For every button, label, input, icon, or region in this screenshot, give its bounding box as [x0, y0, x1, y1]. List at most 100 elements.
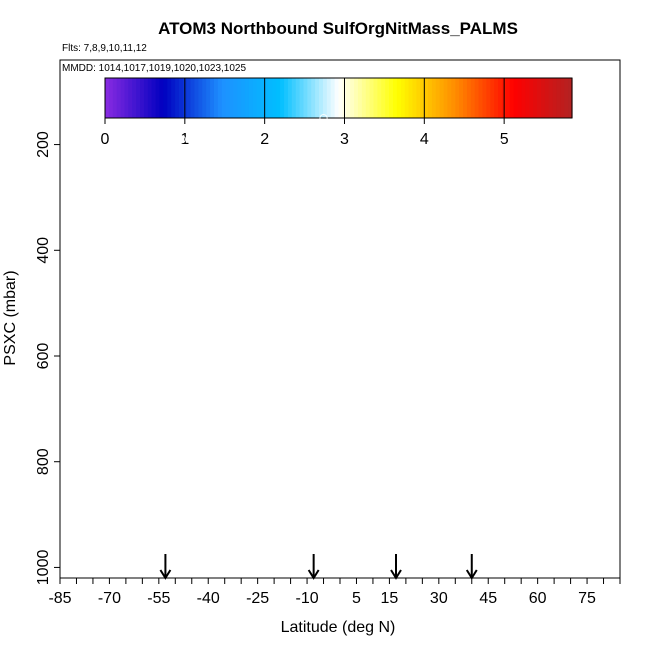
- colorbar-segment: [404, 78, 410, 118]
- colorbar-segment: [315, 78, 320, 118]
- colorbar-segment: [517, 78, 523, 118]
- colorbar-segment: [225, 78, 231, 118]
- colorbar-segment: [272, 78, 277, 118]
- colorbar-segment: [431, 78, 437, 118]
- colorbar-tick-label: 5: [500, 131, 509, 148]
- colorbar-segment: [334, 78, 340, 118]
- colorbar-segment: [175, 78, 180, 118]
- colorbar-segment: [451, 78, 456, 118]
- colorbar-segment: [552, 78, 558, 118]
- colorbar-segment: [560, 78, 565, 118]
- colorbar-segment: [178, 78, 184, 118]
- colorbar-tick-label: 3: [340, 131, 349, 148]
- y-tick-label: 200: [35, 131, 52, 158]
- observation-point: [326, 182, 335, 191]
- observation-point: [243, 140, 252, 149]
- colorbar-segment: [381, 78, 386, 118]
- y-tick-label: 1000: [35, 550, 52, 586]
- observation-point: [72, 293, 81, 302]
- colorbar-segment: [295, 78, 301, 118]
- observation-point: [125, 293, 134, 302]
- colorbar-segment: [533, 78, 538, 118]
- observation-point: [513, 373, 522, 382]
- colorbar-segment: [357, 78, 363, 118]
- observation-point: [540, 362, 549, 371]
- colorbar-tick-label: 1: [180, 131, 189, 148]
- x-axis-label: Latitude (deg N): [281, 619, 396, 636]
- x-tick-label: 5: [352, 590, 361, 607]
- observation-point: [237, 164, 246, 173]
- colorbar-segment: [256, 78, 262, 118]
- colorbar-segment: [108, 78, 114, 118]
- observation-point: [289, 262, 298, 271]
- colorbar-segment: [112, 78, 118, 118]
- observation-point: [563, 341, 572, 350]
- observation-point: [550, 209, 559, 218]
- x-tick-label: -55: [147, 590, 170, 607]
- observation-point: [128, 246, 137, 255]
- colorbar-segment: [350, 78, 355, 118]
- observation-point: [329, 566, 338, 575]
- observation-point: [59, 209, 68, 218]
- observation-point: [128, 534, 137, 543]
- observation-point: [352, 166, 361, 176]
- colorbar-segment: [147, 78, 153, 118]
- colorbar-segment: [198, 78, 203, 118]
- observation-point: [540, 270, 549, 279]
- observation-point: [217, 283, 226, 292]
- observation-point: [82, 536, 91, 546]
- x-tick-label: 75: [578, 590, 596, 607]
- colorbar-segment: [233, 78, 238, 118]
- observation-point: [395, 140, 404, 149]
- colorbar-segment: [509, 78, 515, 118]
- observation-point: [270, 161, 279, 170]
- observation-point: [375, 119, 384, 128]
- observation-point: [434, 330, 443, 339]
- observation-point: [210, 256, 219, 265]
- colorbar-segment: [540, 78, 546, 118]
- colorbar-segment: [284, 78, 289, 118]
- observation-point: [461, 299, 470, 308]
- colorbar-segment: [194, 78, 199, 118]
- observation-point: [543, 219, 552, 228]
- observation-point: [527, 338, 536, 347]
- observation-point: [467, 544, 476, 553]
- colorbar-segment: [505, 78, 511, 118]
- observation-point: [316, 219, 325, 228]
- observation-point: [415, 566, 424, 575]
- axes: -85 -70 -55 -40 -25 -10 5 15 30 45 60 7520040060080…: [35, 59, 621, 607]
- observation-point: [388, 299, 397, 308]
- observation-point: [266, 285, 275, 294]
- colorbar-segment: [210, 78, 215, 118]
- observation-point: [487, 336, 496, 345]
- observation-point: [194, 267, 203, 276]
- observation-point: [500, 563, 509, 572]
- colorbar-segment: [280, 78, 285, 118]
- colorbar-segment: [155, 78, 161, 118]
- observation-point: [204, 166, 213, 176]
- colorbar-segment: [568, 78, 573, 118]
- observation-point: [401, 174, 410, 183]
- colorbar-segment: [466, 78, 472, 118]
- colorbar-segment: [486, 78, 491, 118]
- colorbar-segment: [186, 78, 192, 118]
- colorbar-segment: [470, 78, 476, 118]
- colorbar-segment: [326, 78, 332, 118]
- observation-point: [217, 317, 226, 326]
- colorbar-segment: [116, 78, 122, 118]
- x-tick-label: 15: [381, 590, 399, 607]
- observation-point: [484, 248, 493, 257]
- observation-point: [148, 172, 157, 181]
- observation-point: [362, 550, 371, 559]
- colorbar-segment: [412, 78, 417, 118]
- colorbar-segment: [361, 78, 367, 118]
- x-tick-label: -85: [48, 590, 71, 607]
- colorbar-segment: [521, 78, 526, 118]
- observation-point: [543, 230, 552, 239]
- observation-point: [566, 373, 575, 382]
- observation-point: [72, 143, 81, 152]
- observation-point: [447, 143, 457, 152]
- observation-point: [345, 145, 354, 154]
- colorbar-segment: [163, 78, 168, 118]
- colorbar-segment: [354, 78, 359, 118]
